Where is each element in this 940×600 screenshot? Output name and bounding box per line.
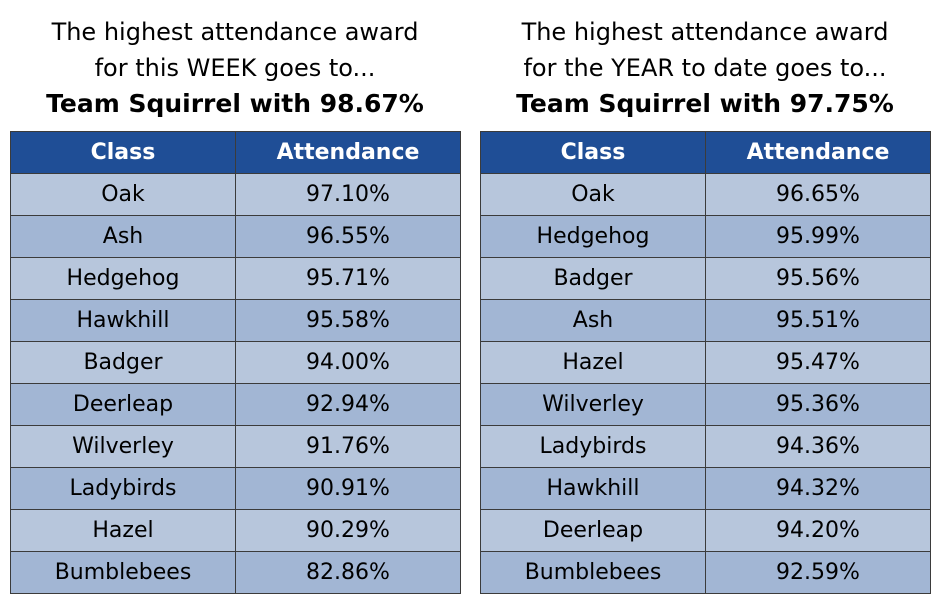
weekly-table-body: Oak 97.10% Ash 96.55% Hedgehog 95.71% Hawkhill… — [10, 173, 461, 594]
table-row: Ash 95.51% — [480, 299, 931, 342]
yearly-table-body: Oak 96.65% Hedgehog 95.99% Badger 95.56% Ash 95… — [480, 173, 931, 594]
table-row: Deerleap 94.20% — [480, 509, 931, 552]
table-row: Bumblebees 82.86% — [10, 551, 461, 594]
table-row: Wilverley 95.36% — [480, 383, 931, 426]
table-row: Deerleap 92.94% — [10, 383, 461, 426]
weekly-heading-line1: The highest attendance award — [51, 18, 419, 46]
attendance-cell: 95.71% — [235, 257, 461, 300]
class-name-cell: Deerleap — [480, 509, 706, 552]
weekly-award-panel: The highest attendance award for this WE… — [10, 0, 461, 594]
class-name-cell: Ash — [10, 215, 236, 258]
attendance-cell: 97.10% — [235, 173, 461, 216]
class-name-cell: Hawkhill — [480, 467, 706, 510]
weekly-winner: Team Squirrel with 98.67% — [46, 89, 424, 118]
table-row: Ash 96.55% — [10, 215, 461, 258]
column-header-class: Class — [480, 131, 706, 174]
yearly-heading-line1: The highest attendance award — [521, 18, 889, 46]
column-header-class: Class — [10, 131, 236, 174]
class-name-cell: Bumblebees — [10, 551, 236, 594]
column-header-attendance: Attendance — [235, 131, 461, 174]
attendance-cell: 95.99% — [705, 215, 931, 258]
table-row: Ladybirds 94.36% — [480, 425, 931, 468]
attendance-cell: 95.47% — [705, 341, 931, 384]
class-name-cell: Hawkhill — [10, 299, 236, 342]
table-row: Hazel 90.29% — [10, 509, 461, 552]
class-name-cell: Oak — [480, 173, 706, 216]
table-header-row: Class Attendance — [480, 131, 931, 174]
class-name-cell: Ladybirds — [480, 425, 706, 468]
attendance-cell: 90.29% — [235, 509, 461, 552]
attendance-cell: 92.59% — [705, 551, 931, 594]
class-name-cell: Hedgehog — [480, 215, 706, 258]
table-row: Hazel 95.47% — [480, 341, 931, 384]
table-row: Oak 96.65% — [480, 173, 931, 216]
class-name-cell: Ash — [480, 299, 706, 342]
attendance-cell: 96.55% — [235, 215, 461, 258]
class-name-cell: Deerleap — [10, 383, 236, 426]
table-row: Badger 95.56% — [480, 257, 931, 300]
table-row: Hawkhill 94.32% — [480, 467, 931, 510]
weekly-award-heading: The highest attendance award for this WE… — [10, 14, 460, 122]
table-row: Hedgehog 95.99% — [480, 215, 931, 258]
yearly-heading-line2: for the YEAR to date goes to... — [523, 54, 887, 82]
class-name-cell: Oak — [10, 173, 236, 216]
attendance-cell: 95.56% — [705, 257, 931, 300]
table-header-row: Class Attendance — [10, 131, 461, 174]
attendance-cell: 95.58% — [235, 299, 461, 342]
class-name-cell: Wilverley — [10, 425, 236, 468]
attendance-cell: 94.00% — [235, 341, 461, 384]
yearly-award-panel: The highest attendance award for the YEA… — [480, 0, 931, 594]
attendance-cell: 94.36% — [705, 425, 931, 468]
yearly-award-heading: The highest attendance award for the YEA… — [480, 14, 930, 122]
class-name-cell: Hedgehog — [10, 257, 236, 300]
class-name-cell: Ladybirds — [10, 467, 236, 510]
attendance-cell: 94.20% — [705, 509, 931, 552]
weekly-attendance-table: Class Attendance Oak 97.10% Ash 96.55% Hedge… — [10, 131, 461, 594]
weekly-heading-line2: for this WEEK goes to... — [94, 54, 376, 82]
table-row: Hedgehog 95.71% — [10, 257, 461, 300]
attendance-cell: 95.51% — [705, 299, 931, 342]
column-header-attendance: Attendance — [705, 131, 931, 174]
table-row: Hawkhill 95.58% — [10, 299, 461, 342]
attendance-cell: 82.86% — [235, 551, 461, 594]
table-row: Bumblebees 92.59% — [480, 551, 931, 594]
class-name-cell: Badger — [10, 341, 236, 384]
table-row: Oak 97.10% — [10, 173, 461, 216]
class-name-cell: Badger — [480, 257, 706, 300]
yearly-winner: Team Squirrel with 97.75% — [516, 89, 894, 118]
class-name-cell: Hazel — [480, 341, 706, 384]
table-row: Ladybirds 90.91% — [10, 467, 461, 510]
attendance-cell: 92.94% — [235, 383, 461, 426]
attendance-cell: 90.91% — [235, 467, 461, 510]
class-name-cell: Bumblebees — [480, 551, 706, 594]
attendance-cell: 96.65% — [705, 173, 931, 216]
table-row: Wilverley 91.76% — [10, 425, 461, 468]
table-row: Badger 94.00% — [10, 341, 461, 384]
class-name-cell: Hazel — [10, 509, 236, 552]
class-name-cell: Wilverley — [480, 383, 706, 426]
attendance-cell: 94.32% — [705, 467, 931, 510]
attendance-cell: 95.36% — [705, 383, 931, 426]
yearly-attendance-table: Class Attendance Oak 96.65% Hedgehog 95.99%… — [480, 131, 931, 594]
attendance-cell: 91.76% — [235, 425, 461, 468]
